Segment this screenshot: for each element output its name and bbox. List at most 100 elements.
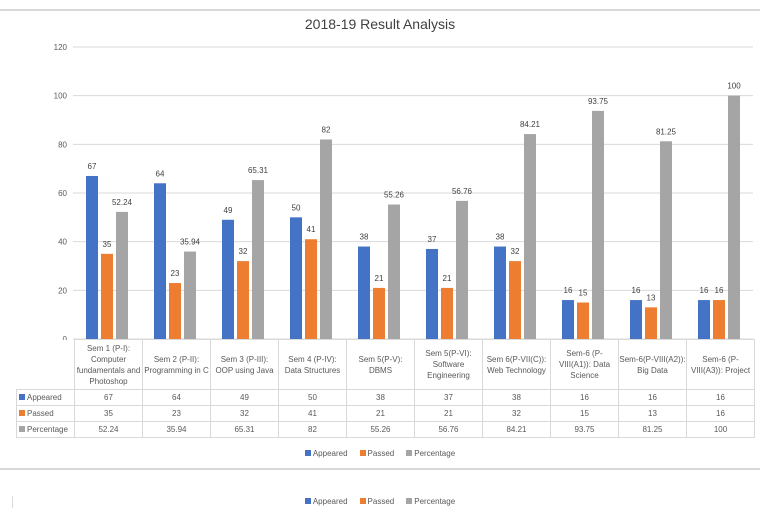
data-label: 82 [322,125,331,134]
table-cell: 65.31 [210,421,279,438]
data-label: 65.31 [248,166,269,175]
separator-line [0,468,760,470]
legend-item: Percentage [406,497,455,506]
bar-passed [713,300,725,339]
table-cell: 93.75 [550,421,619,438]
legend-item: Passed [359,497,395,506]
data-label: 35.94 [180,238,201,247]
table-cell: 38 [482,389,551,406]
legend-label: Appeared [312,497,348,506]
data-label: 100 [727,82,741,91]
legend-secondary: Appeared Passed Percentage [0,497,760,506]
bar-passed [237,261,249,339]
table-cell: 16 [550,389,619,406]
table-cell: 55.26 [346,421,415,438]
table-cell: 41 [278,405,347,422]
table-corner [16,339,75,390]
legend-item: Percentage [406,449,455,458]
bar-percentage [660,141,672,339]
legend-label: Percentage [414,497,456,506]
bar-appeared [358,246,370,339]
data-label: 13 [647,293,656,302]
data-label: 55.26 [384,191,405,200]
data-label: 93.75 [588,97,609,106]
legend-label: Percentage [414,449,456,458]
bar-percentage [728,95,740,340]
bar-appeared [698,300,710,339]
table-cell: 37 [414,389,483,406]
bars [86,95,740,340]
data-label: 16 [632,286,641,295]
data-label: 56.76 [452,187,473,196]
data-label: 38 [496,233,505,242]
series-name: Appeared [27,393,62,402]
chart-title: 2018-19 Result Analysis [304,16,456,32]
top-border-line [0,9,760,11]
data-label: 16 [564,286,573,295]
data-label: 49 [224,206,233,215]
data-label: 64 [156,169,165,178]
data-label: 84.21 [520,120,541,129]
legend-label: Passed [367,449,395,458]
legend-swatch-icon [19,394,25,400]
legend-swatch-icon [19,410,25,416]
bar-passed [169,283,181,339]
table-cell: 35 [74,405,143,422]
legend-label: Passed [367,497,395,506]
category-label: Sem 3 (P-III): OOP using Java [210,339,279,390]
bar-passed [101,253,113,339]
bar-percentage [252,180,264,339]
data-label: 67 [88,162,97,171]
bar-percentage [524,134,536,339]
table-cell: 84.21 [482,421,551,438]
table-cell: 16 [686,405,755,422]
table-cell: 81.25 [618,421,687,438]
bar-passed [305,239,317,339]
table-cell: 67 [74,389,143,406]
row-header: Appeared [16,389,75,406]
data-labels: 67 64 49 50 38 37 38 16 16 16 35 23 32 41 21 21 32 15 13 16… [88,82,742,303]
table-cell: 64 [142,389,211,406]
y-tick-label: 0 [63,335,68,340]
table-cell: 35.94 [142,421,211,438]
data-table: Sem 1 (P-I): Computer fundamentals and P… [16,339,755,438]
bar-appeared [494,246,506,339]
table-cell: 21 [414,405,483,422]
data-label: 41 [307,225,316,234]
legend: Appeared Passed Percentage [0,449,760,458]
bar-passed [577,302,589,339]
table-cell: 38 [346,389,415,406]
data-label: 37 [428,235,437,244]
category-label: Sem 2 (P-II): Programming in C [142,339,211,390]
category-label: Sem-6 (P-VIII(A1)): Data Science [550,339,619,390]
data-label: 16 [715,286,724,295]
data-label: 81.25 [656,127,677,136]
bar-appeared [630,300,642,339]
bar-appeared [154,183,166,339]
data-label: 52.24 [112,198,133,207]
bar-percentage [320,139,332,339]
legend-swatch-icon [19,426,25,432]
bar-percentage [388,204,400,339]
y-tick-label: 120 [54,43,68,52]
bar-percentage [184,251,196,339]
legend-swatch-icon [359,450,366,456]
legend-label: Appeared [312,449,348,458]
bar-passed [373,287,385,339]
category-label: Sem 1 (P-I): Computer fundamentals and P… [74,339,143,390]
cursor-mark [12,496,13,508]
table-row: Passed 35 23 32 41 21 21 32 15 13 16 [16,405,755,422]
table-cell: 16 [686,389,755,406]
chart-plot-area: 0 20 40 60 80 100 120 67 64 49 50 38 37 38 16 16 16 35 23… [54,43,753,340]
table-cell: 13 [618,405,687,422]
y-tick-label: 20 [58,286,67,295]
bar-percentage [592,110,604,339]
bar-appeared [86,175,98,339]
category-label: Sem-6 (P-VIII(A3)): Project [686,339,755,390]
y-tick-label: 40 [58,238,67,247]
legend-item: Appeared [304,449,348,458]
table-cell: 32 [482,405,551,422]
category-label: Sem 5(P-VI): Software Engineering [414,339,483,390]
legend-swatch-icon [359,498,366,504]
table-cell: 56.76 [414,421,483,438]
